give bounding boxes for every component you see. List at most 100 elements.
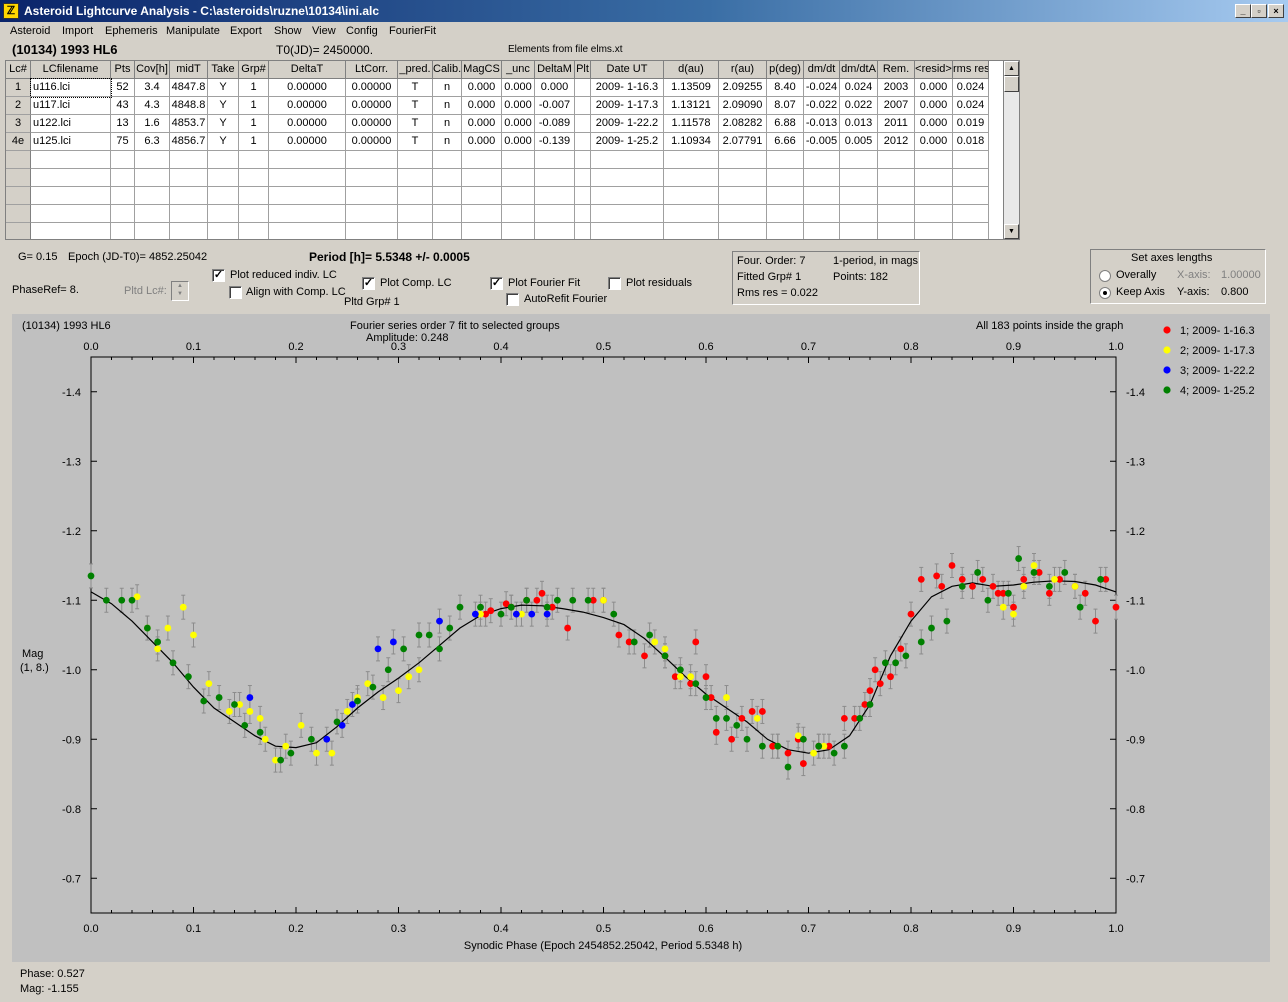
table-cell[interactable] xyxy=(31,169,111,187)
table-cell[interactable] xyxy=(840,151,878,169)
table-cell[interactable] xyxy=(535,187,575,205)
table-cell[interactable] xyxy=(31,187,111,205)
table-cell[interactable] xyxy=(591,223,664,239)
column-header[interactable]: LtCorr. xyxy=(346,61,398,79)
table-cell[interactable] xyxy=(111,187,135,205)
table-row[interactable] xyxy=(6,187,1004,205)
table-cell[interactable] xyxy=(111,151,135,169)
row-number-cell[interactable] xyxy=(6,169,31,187)
table-cell[interactable] xyxy=(878,169,915,187)
table-cell[interactable] xyxy=(31,205,111,223)
menu-config[interactable]: Config xyxy=(346,25,378,37)
table-cell[interactable] xyxy=(840,169,878,187)
menu-fourierfit[interactable]: FourierFit xyxy=(389,25,437,37)
keep-axis-radio[interactable] xyxy=(1099,287,1111,299)
table-cell[interactable]: 2003 xyxy=(878,79,915,97)
table-cell[interactable] xyxy=(398,187,433,205)
table-cell[interactable]: 43 xyxy=(111,97,135,115)
table-cell[interactable]: n xyxy=(433,115,462,133)
table-cell[interactable] xyxy=(239,151,269,169)
row-number-cell[interactable]: 3 xyxy=(6,115,31,133)
plot-residuals-checkbox[interactable] xyxy=(608,277,621,290)
table-cell[interactable]: 3.4 xyxy=(135,79,170,97)
table-cell[interactable]: u117.lci xyxy=(31,97,111,115)
table-cell[interactable]: 1.13509 xyxy=(664,79,719,97)
table-cell[interactable]: 1.6 xyxy=(135,115,170,133)
table-cell[interactable] xyxy=(575,115,591,133)
table-cell[interactable] xyxy=(878,205,915,223)
table-row[interactable] xyxy=(6,223,1004,239)
table-cell[interactable] xyxy=(575,151,591,169)
table-cell[interactable] xyxy=(953,151,989,169)
plot-reduced-checkbox[interactable]: ✓ xyxy=(212,269,225,282)
menu-export[interactable]: Export xyxy=(230,25,262,37)
table-cell[interactable] xyxy=(135,205,170,223)
table-cell[interactable] xyxy=(170,223,208,239)
table-cell[interactable]: u122.lci xyxy=(31,115,111,133)
table-cell[interactable] xyxy=(535,151,575,169)
table-cell[interactable]: 0.00000 xyxy=(269,115,346,133)
column-header[interactable]: _pred. xyxy=(398,61,433,79)
menu-import[interactable]: Import xyxy=(62,25,94,37)
column-header[interactable]: Rem. xyxy=(878,61,915,79)
column-header[interactable]: Calib. xyxy=(433,61,462,79)
column-header[interactable]: p(deg) xyxy=(767,61,804,79)
table-cell[interactable]: -0.013 xyxy=(804,115,840,133)
table-cell[interactable]: 6.3 xyxy=(135,133,170,151)
table-cell[interactable]: 2.09255 xyxy=(719,79,767,97)
table-cell[interactable]: 1.10934 xyxy=(664,133,719,151)
table-cell[interactable]: 0.024 xyxy=(840,79,878,97)
table-cell[interactable] xyxy=(433,205,462,223)
table-cell[interactable] xyxy=(111,169,135,187)
table-cell[interactable] xyxy=(239,205,269,223)
table-cell[interactable]: -0.089 xyxy=(535,115,575,133)
table-cell[interactable] xyxy=(719,169,767,187)
table-cell[interactable] xyxy=(346,169,398,187)
table-cell[interactable] xyxy=(804,205,840,223)
column-header[interactable]: <resid> xyxy=(915,61,953,79)
table-cell[interactable] xyxy=(398,151,433,169)
table-cell[interactable]: 8.40 xyxy=(767,79,804,97)
table-cell[interactable] xyxy=(575,79,591,97)
row-number-cell[interactable]: 4e xyxy=(6,133,31,151)
table-cell[interactable]: Y xyxy=(208,133,239,151)
table-cell[interactable]: 1 xyxy=(239,133,269,151)
table-cell[interactable] xyxy=(346,187,398,205)
column-header[interactable]: dm/dt xyxy=(804,61,840,79)
table-cell[interactable]: 1 xyxy=(239,115,269,133)
table-cell[interactable] xyxy=(840,223,878,239)
table-cell[interactable]: 2012 xyxy=(878,133,915,151)
table-cell[interactable]: -0.022 xyxy=(804,97,840,115)
table-cell[interactable] xyxy=(953,205,989,223)
table-cell[interactable] xyxy=(575,169,591,187)
table-cell[interactable]: 0.024 xyxy=(953,79,989,97)
table-cell[interactable] xyxy=(804,187,840,205)
table-cell[interactable] xyxy=(878,223,915,239)
table-cell[interactable]: n xyxy=(433,79,462,97)
table-cell[interactable] xyxy=(462,169,502,187)
table-cell[interactable] xyxy=(269,187,346,205)
row-number-cell[interactable]: 2 xyxy=(6,97,31,115)
table-cell[interactable] xyxy=(269,223,346,239)
column-header[interactable]: dm/dtA xyxy=(840,61,878,79)
row-number-cell[interactable]: 1 xyxy=(6,79,31,97)
table-cell[interactable] xyxy=(915,151,953,169)
table-cell[interactable]: 52 xyxy=(111,79,135,97)
table-row[interactable] xyxy=(6,205,1004,223)
table-cell[interactable] xyxy=(840,187,878,205)
table-cell[interactable] xyxy=(575,205,591,223)
title-bar[interactable]: ℤ Asteroid Lightcurve Analysis - C:\aste… xyxy=(0,0,1288,22)
table-cell[interactable]: 0.000 xyxy=(502,79,535,97)
table-cell[interactable] xyxy=(719,223,767,239)
table-cell[interactable] xyxy=(269,205,346,223)
table-cell[interactable] xyxy=(135,169,170,187)
table-cell[interactable] xyxy=(208,151,239,169)
table-cell[interactable] xyxy=(719,205,767,223)
table-cell[interactable]: 2007 xyxy=(878,97,915,115)
table-cell[interactable] xyxy=(591,187,664,205)
table-cell[interactable]: T xyxy=(398,97,433,115)
column-header[interactable]: r(au) xyxy=(719,61,767,79)
table-cell[interactable]: 0.022 xyxy=(840,97,878,115)
table-cell[interactable]: -0.005 xyxy=(804,133,840,151)
